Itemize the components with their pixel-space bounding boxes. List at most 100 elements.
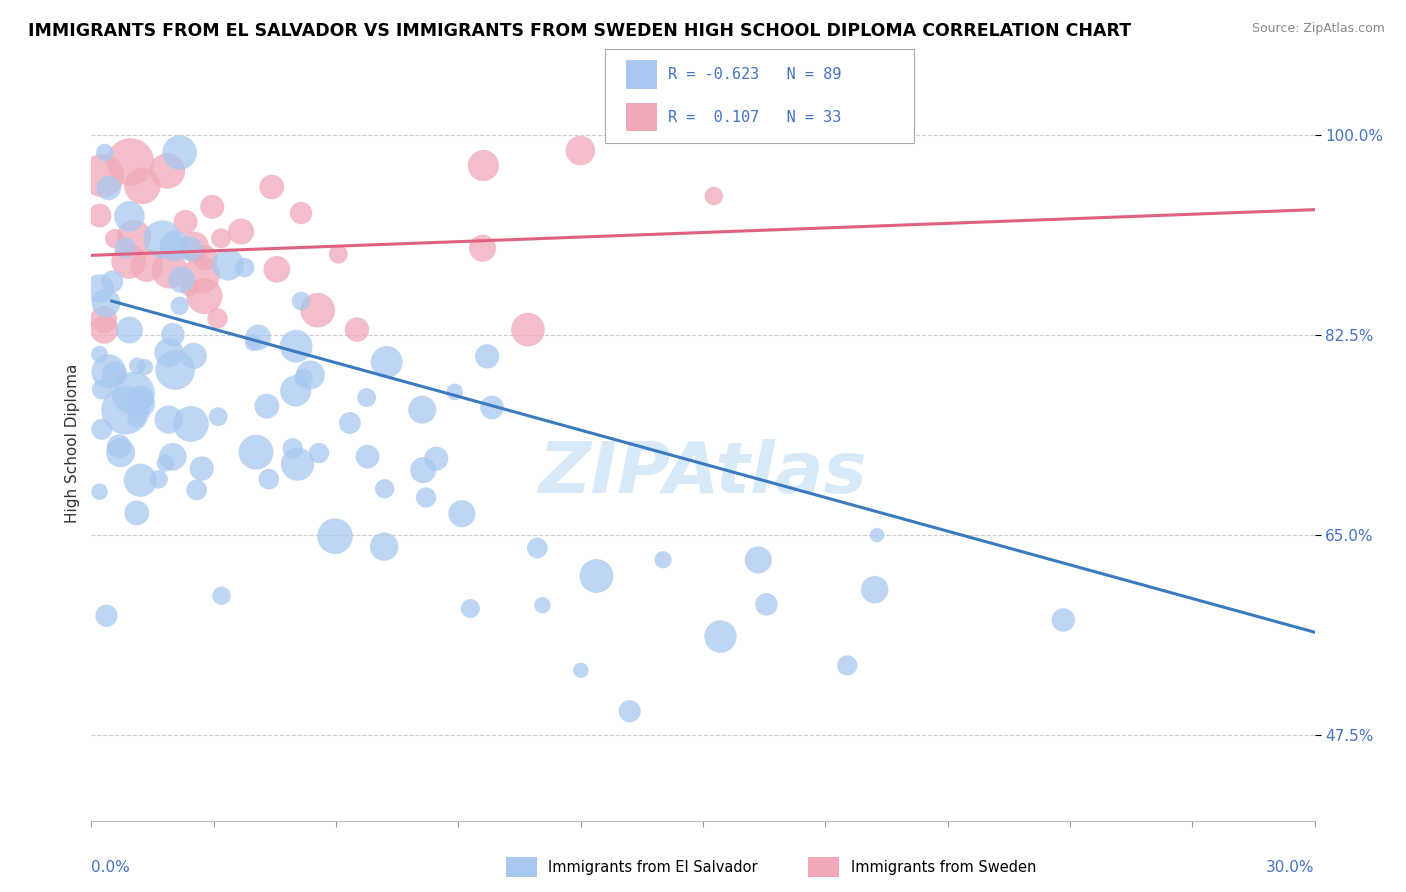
Point [207, 311, 229, 326]
Point [170, 273, 193, 287]
Point [569, 663, 592, 677]
Point [619, 704, 641, 718]
Point [229, 225, 252, 239]
Point [134, 360, 156, 375]
Point [472, 159, 495, 173]
Point [148, 472, 170, 486]
Text: Immigrants from Sweden: Immigrants from Sweden [851, 860, 1036, 874]
Point [186, 483, 208, 497]
Point [201, 200, 224, 214]
Point [747, 553, 769, 567]
Point [157, 412, 180, 426]
Point [516, 322, 538, 336]
Point [91, 169, 114, 183]
Point [103, 367, 125, 381]
Point [89, 281, 111, 295]
Point [356, 391, 378, 405]
Point [89, 347, 111, 361]
Point [207, 409, 229, 424]
Point [356, 450, 378, 464]
Point [323, 529, 346, 543]
Point [120, 154, 142, 169]
Point [90, 422, 112, 436]
Point [179, 280, 201, 294]
Point [125, 411, 148, 425]
Point [415, 491, 437, 505]
Point [131, 178, 153, 193]
Point [652, 553, 675, 567]
Point [118, 254, 141, 268]
Point [169, 145, 191, 160]
Point [709, 630, 731, 644]
Point [180, 417, 202, 431]
Point [328, 247, 350, 261]
Point [89, 484, 111, 499]
Point [290, 294, 312, 309]
Point [129, 396, 152, 410]
Point [233, 260, 256, 275]
Point [346, 322, 368, 336]
Point [94, 296, 117, 310]
Point [89, 209, 111, 223]
Point [1052, 613, 1074, 627]
Point [425, 451, 447, 466]
Point [193, 289, 215, 303]
Point [104, 231, 127, 245]
Point [460, 601, 482, 615]
Point [118, 210, 141, 224]
Point [150, 232, 173, 246]
Point [281, 442, 304, 456]
Text: 30.0%: 30.0% [1267, 860, 1315, 874]
Point [190, 268, 212, 282]
Point [94, 145, 117, 160]
Point [162, 327, 184, 342]
Point [131, 391, 153, 405]
Point [299, 368, 322, 382]
Point [190, 461, 212, 475]
Point [451, 507, 474, 521]
Point [159, 263, 181, 277]
Point [531, 598, 554, 612]
Point [118, 323, 141, 337]
Point [93, 322, 115, 336]
Text: IMMIGRANTS FROM EL SALVADOR VS IMMIGRANTS FROM SWEDEN HIGH SCHOOL DIPLOMA CORREL: IMMIGRANTS FROM EL SALVADOR VS IMMIGRANT… [28, 22, 1132, 40]
Point [471, 241, 494, 255]
Point [307, 303, 329, 318]
Point [209, 231, 232, 245]
Point [114, 403, 136, 417]
Point [194, 251, 217, 265]
Point [245, 445, 267, 459]
Point [122, 386, 145, 401]
Point [165, 363, 187, 377]
Point [837, 658, 859, 673]
Point [93, 312, 115, 326]
Point [110, 446, 132, 460]
Point [373, 540, 395, 554]
Point [266, 262, 288, 277]
Text: Immigrants from El Salvador: Immigrants from El Salvador [548, 860, 758, 874]
Point [156, 164, 179, 178]
Point [256, 399, 278, 413]
Point [247, 330, 270, 344]
Point [284, 384, 307, 398]
Point [585, 569, 607, 583]
Point [162, 450, 184, 464]
Point [101, 275, 124, 289]
Point [475, 350, 498, 364]
Point [114, 241, 136, 255]
Point [260, 180, 283, 194]
Point [287, 457, 309, 471]
Point [127, 359, 149, 373]
Point [125, 506, 148, 520]
Text: 0.0%: 0.0% [91, 860, 131, 874]
Point [174, 215, 197, 229]
Point [290, 206, 312, 220]
Point [339, 416, 361, 430]
Point [91, 383, 114, 397]
Point [242, 335, 264, 350]
Point [257, 472, 280, 486]
Point [526, 541, 548, 555]
Point [411, 402, 433, 417]
Y-axis label: High School Diploma: High School Diploma [65, 364, 80, 524]
Point [703, 189, 725, 203]
